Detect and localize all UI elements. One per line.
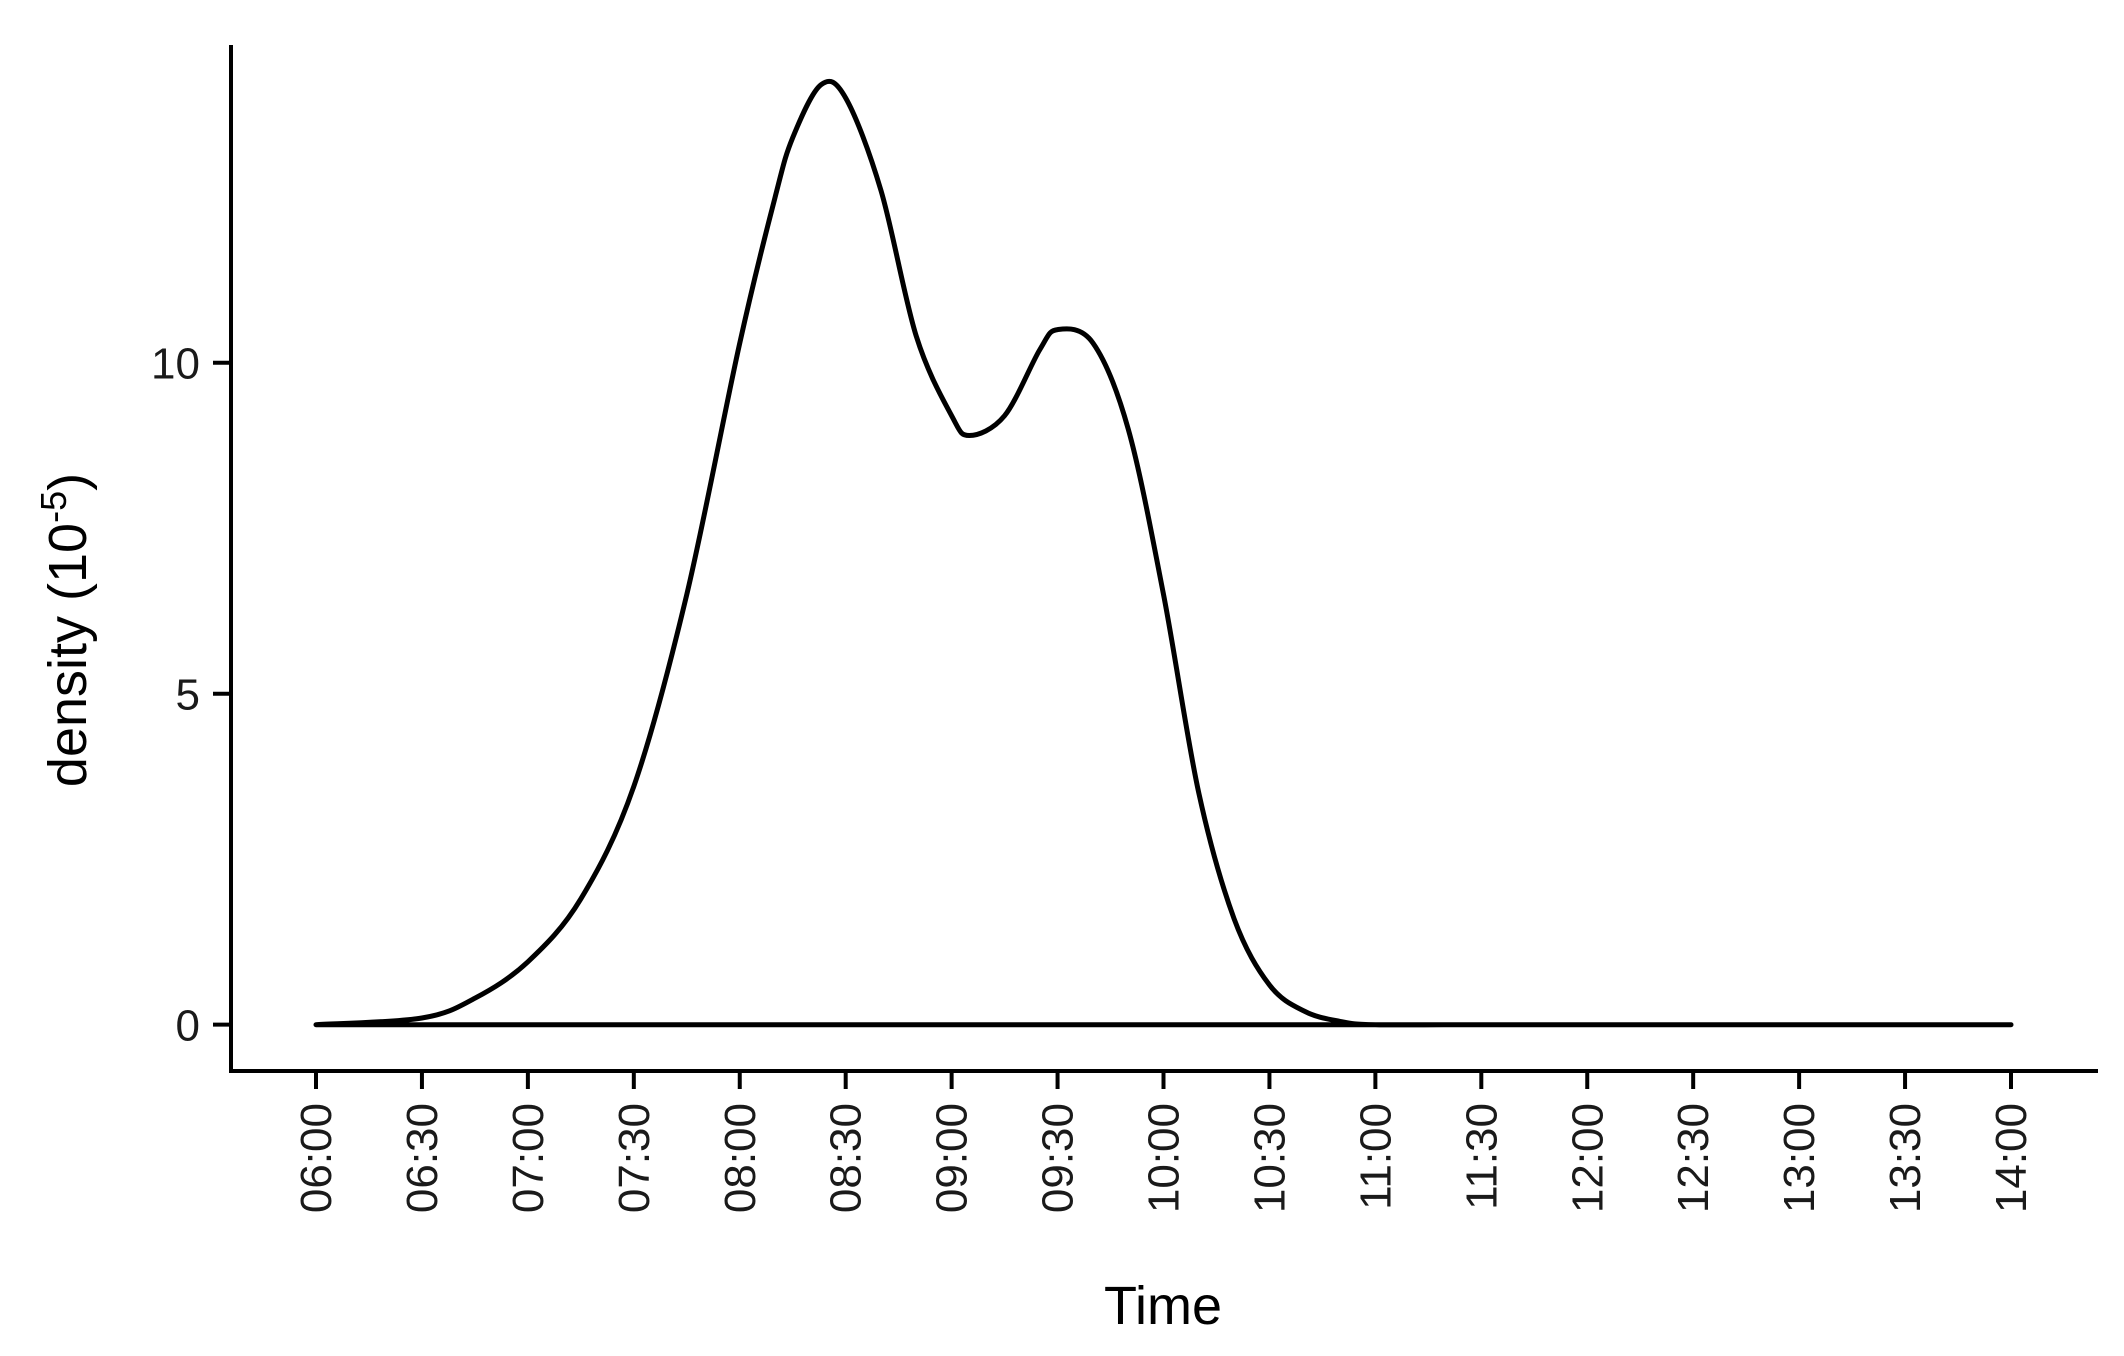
plot-area <box>313 78 2014 1028</box>
x-tick-label-11: 11:30 <box>1457 1103 1506 1210</box>
y-axis-title-suffix: ) <box>38 473 98 491</box>
x-axis-title: Time <box>1104 1276 1222 1336</box>
x-tick-label-2: 07:00 <box>504 1103 553 1213</box>
y-axis-title-main: density (10 <box>38 523 98 787</box>
y-tick-label-2: 10 <box>151 340 200 389</box>
y-axis-title: density (10-5) <box>33 473 98 787</box>
x-tick-label-6: 09:00 <box>928 1103 977 1213</box>
x-tick-label-16: 14:00 <box>1987 1103 2036 1213</box>
y-axis-title-exponent: -5 <box>33 491 74 523</box>
x-tick-label-15: 13:30 <box>1881 1103 1930 1213</box>
y-tick-label-0: 0 <box>176 1002 200 1051</box>
x-tick-label-14: 13:00 <box>1775 1103 1824 1213</box>
x-tick-label-13: 12:30 <box>1669 1103 1718 1213</box>
x-tick-label-4: 08:00 <box>716 1103 765 1213</box>
x-tick-label-5: 08:30 <box>822 1103 871 1213</box>
y-tick-label-1: 5 <box>176 671 200 720</box>
x-tick-label-12: 12:00 <box>1563 1103 1612 1213</box>
density-curve <box>313 78 2014 1028</box>
x-tick-label-9: 10:30 <box>1245 1103 1294 1213</box>
x-tick-label-10: 11:00 <box>1351 1103 1400 1210</box>
x-tick-label-1: 06:30 <box>398 1103 447 1213</box>
x-tick-label-7: 09:30 <box>1034 1103 1083 1213</box>
x-tick-label-3: 07:30 <box>610 1103 659 1213</box>
x-tick-label-0: 06:00 <box>292 1103 341 1213</box>
y-axis-ticks: 0 5 10 <box>151 340 231 1051</box>
x-tick-label-8: 10:00 <box>1140 1103 1189 1213</box>
x-axis-ticks: 06:00 06:30 07:00 07:30 08:00 08:30 09:00 09:30… <box>292 1071 2036 1213</box>
